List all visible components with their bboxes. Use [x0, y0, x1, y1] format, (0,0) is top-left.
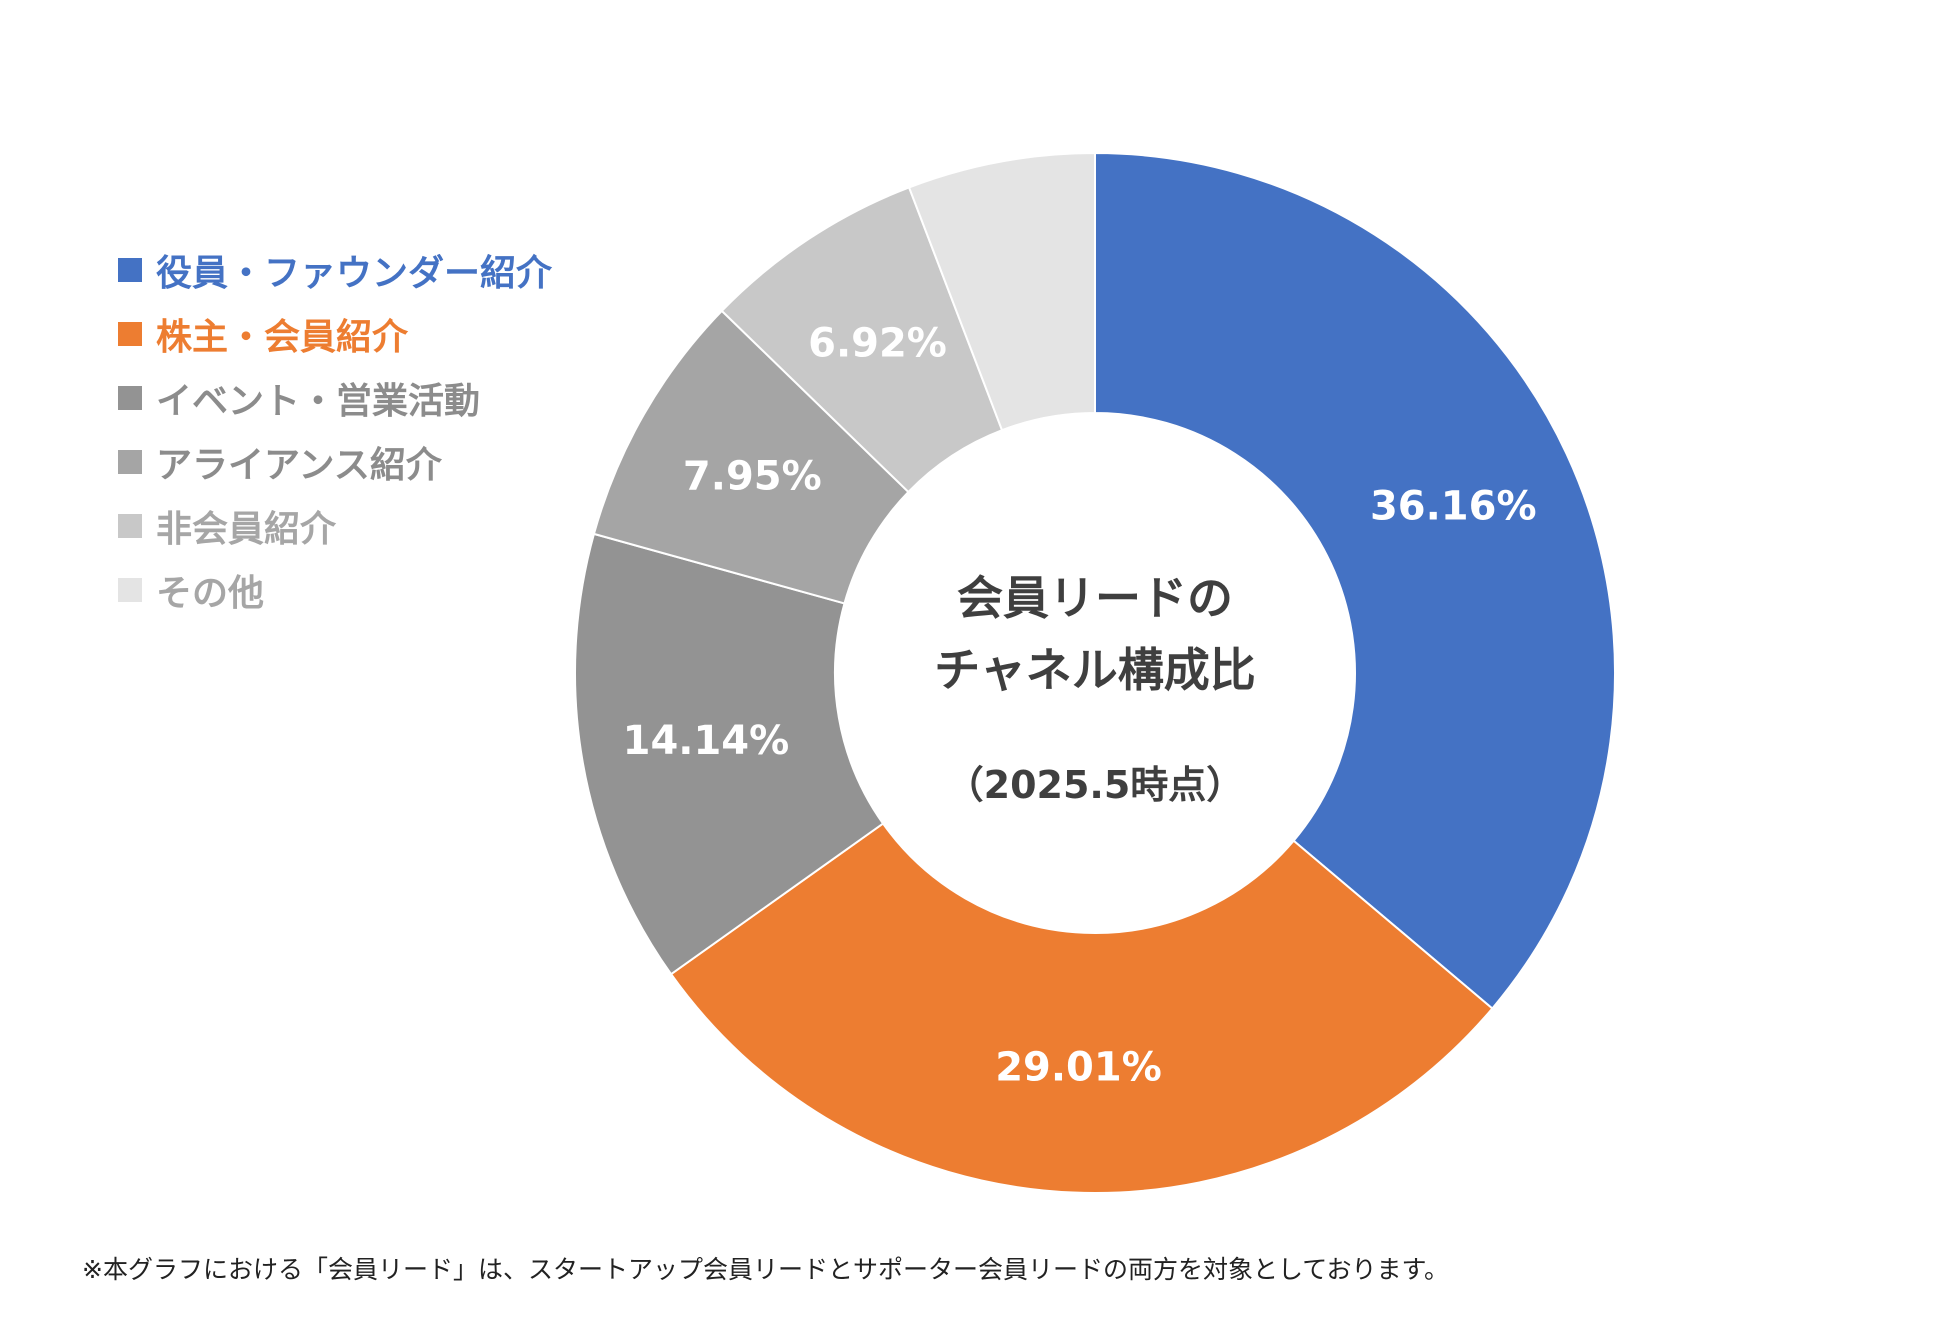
legend-swatch	[118, 258, 142, 282]
legend-item: 非会員紹介	[118, 494, 552, 558]
legend-label: その他	[156, 573, 265, 614]
chart-slices	[574, 151, 1616, 1194]
legend-swatch	[118, 322, 142, 346]
chart-subtitle: （2025.5時点）	[945, 763, 1245, 807]
donut-slice	[669, 822, 1494, 1194]
legend-item: その他	[118, 558, 552, 622]
data-label: 6.92%	[808, 320, 947, 366]
legend-item: 役員・ファウンダー紹介	[118, 238, 552, 302]
legend-label: 非会員紹介	[156, 509, 337, 550]
legend-label: 株主・会員紹介	[156, 317, 409, 358]
legend-item: 株主・会員紹介	[118, 302, 552, 366]
data-label: 36.16%	[1370, 484, 1537, 530]
chart-legend: 役員・ファウンダー紹介 株主・会員紹介 イベント・営業活動 アライアンス紹介 非…	[118, 238, 552, 622]
legend-label: イベント・営業活動	[156, 381, 481, 422]
legend-item: イベント・営業活動	[118, 366, 552, 430]
legend-item: アライアンス紹介	[118, 430, 552, 494]
footnote: ※本グラフにおける「会員リード」は、スタートアップ会員リードとサポーター会員リー…	[82, 1255, 1449, 1284]
legend-swatch	[118, 450, 142, 474]
donut-slice	[907, 151, 1096, 432]
data-label: 7.95%	[683, 454, 822, 500]
legend-swatch	[118, 578, 142, 602]
legend-swatch	[118, 386, 142, 410]
donut-slice	[574, 532, 885, 976]
legend-label: アライアンス紹介	[156, 445, 442, 486]
data-label: 14.14%	[623, 718, 790, 764]
donut-slice	[1094, 151, 1616, 1010]
chart-title-line: 会員リードの	[957, 571, 1233, 625]
chart-title: 会員リードの チャネル構成比	[895, 562, 1295, 706]
chart-data-labels: 36.16% 29.01% 14.14% 7.95% 6.92%	[623, 320, 1537, 1090]
legend-label: 役員・ファウンダー紹介	[156, 253, 553, 294]
data-label: 29.01%	[995, 1045, 1162, 1091]
chart-title-line: チャネル構成比	[934, 643, 1256, 697]
legend-swatch	[118, 514, 142, 538]
